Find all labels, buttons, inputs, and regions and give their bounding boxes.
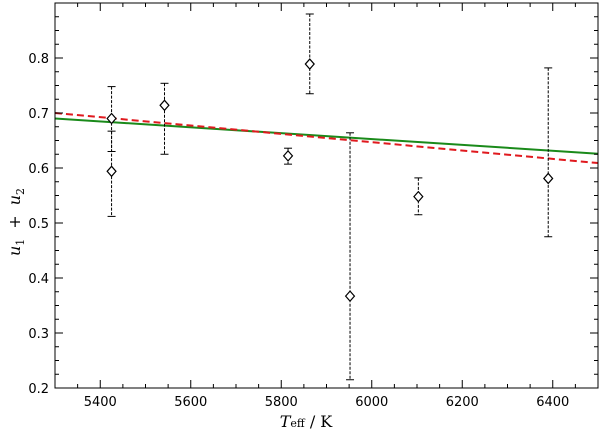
data-point-diamond — [159, 99, 170, 112]
x-axis-unit: K — [320, 412, 333, 431]
data-point-diamond — [106, 165, 117, 178]
x-tick-label: 5400 — [84, 395, 117, 410]
y-axis-label: u1+u2 — [5, 188, 27, 256]
data-point-diamond — [106, 112, 117, 125]
fit-lines — [54, 112, 599, 165]
y-axis-subscript-1: 1 — [14, 239, 27, 246]
error-bars — [107, 13, 553, 381]
y-axis-subscript-2: 2 — [14, 188, 27, 195]
x-tick-label: 5600 — [174, 395, 207, 410]
x-axis-symbol: T — [280, 412, 292, 431]
data-point-diamond — [543, 172, 554, 185]
y-tick-label: 0.6 — [28, 162, 49, 177]
y-tick-label: 0.7 — [28, 107, 49, 122]
x-tick-label: 6400 — [536, 395, 569, 410]
data-point-diamond — [304, 58, 315, 70]
x-tick-label: 6200 — [446, 395, 479, 410]
x-tick-label: 6000 — [355, 395, 388, 410]
data-point-diamond — [344, 290, 356, 303]
data-point-diamond — [282, 149, 294, 162]
y-axis-plus: + — [5, 215, 24, 228]
x-axis-separator: / — [305, 412, 321, 431]
y-tick-label: 0.8 — [28, 52, 49, 67]
y-tick-label: 0.5 — [28, 217, 49, 232]
x-tick-label: 5800 — [265, 395, 298, 410]
data-point-diamond — [413, 190, 424, 203]
tick-labels: 5400 5600 5800 6000 6200 6400 0.2 0.3 0.4 0.5 0.6 0… — [28, 52, 569, 410]
data-markers — [106, 58, 554, 303]
x-axis-subscript: eff — [290, 417, 306, 430]
axis-ticks — [54, 2, 599, 389]
plot-frame — [54, 2, 599, 389]
y-axis-symbol-1: u — [5, 246, 24, 256]
y-tick-label: 0.2 — [28, 382, 49, 397]
fit-line-solid — [54, 117, 599, 155]
y-axis-symbol-2: u — [5, 195, 24, 205]
y-tick-label: 0.3 — [28, 327, 49, 342]
y-tick-label: 0.4 — [28, 272, 49, 287]
fit-line-dashed — [54, 112, 599, 165]
x-axis-label: Teff / K — [280, 412, 334, 431]
